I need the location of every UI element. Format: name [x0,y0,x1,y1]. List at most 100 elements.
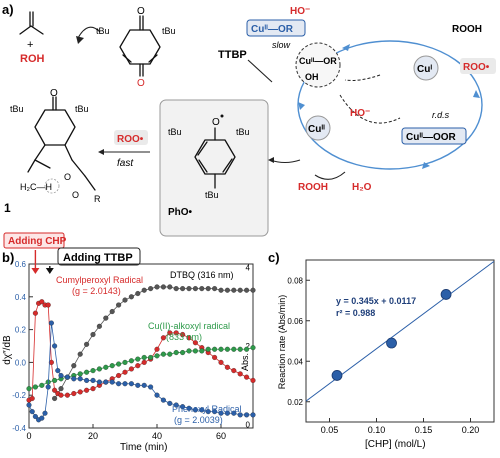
b-point-1-19 [116,372,122,379]
b-point-2-12 [103,364,109,370]
c-xtick-label-2: 0.15 [415,425,433,435]
b-point-0-19 [173,286,179,292]
b-point-2-18 [141,354,147,361]
transition-ring [44,178,60,194]
b-point-0-12 [128,294,134,300]
b-point-2-23 [173,350,179,356]
compound-1-o: O [50,88,58,99]
c-ytick-label-0: 0.02 [287,398,303,407]
b-point-0-26 [218,287,224,293]
b-point-2-33 [237,346,243,352]
b-point-2-21 [160,351,166,357]
b-point-2-0 [26,386,32,392]
b-point-0-31 [250,287,256,293]
adding-chp-box [3,232,65,249]
rooh-h2o-arrow [314,171,346,180]
b-point-1-38 [237,371,243,377]
b-point-1-27 [167,330,173,336]
phenoxyl-radical-dot [220,114,224,118]
b-point-1-10 [58,392,64,398]
cu-or-label: Cuᴵᴵ—OR [251,24,294,35]
b-point-3-30 [186,405,192,411]
panel-c: c) 0.05 0.10 0.15 0.20 0.02 0.04 0.06 0.08 y = … [268,250,495,450]
c-xtick-label-0: 0.05 [321,425,339,435]
b-ytick-label-3: 0.2 [15,326,27,335]
b-point-0-27 [224,287,230,293]
catalytic-cycle [297,40,483,170]
b-point-3-32 [199,407,205,413]
b-point-0-23 [199,286,205,292]
b-point-3-40 [250,412,256,418]
compound-1-structure [27,96,96,191]
b-point-1-30 [186,335,192,341]
b-point-1-8 [52,387,58,393]
annot-dtbq: DTBQ (316 nm) [170,270,234,280]
b-point-3-13 [77,376,83,382]
b-point-2-20 [154,353,160,359]
b-point-3-6 [45,384,51,390]
slow-label: slow [272,40,291,50]
annot-phenoxy-g: (g = 2.0039) [174,415,223,425]
b-point-2-31 [224,346,230,352]
b-point-0-3 [71,363,77,369]
b-point-3-19 [116,381,122,387]
b-point-0-18 [167,284,173,290]
cu1-label: Cuᴵ [417,64,432,75]
b-point-2-35 [250,345,256,351]
tbu-p-bottom: tBu [205,190,219,200]
cu-oor-box [401,127,467,145]
b-point-2-10 [90,368,96,374]
b-point-2-28 [205,346,211,352]
panel-c-plot [305,260,495,402]
b-point-1-29 [180,331,186,338]
panel-b: b) Adding CHP Adding TTBP 0 20 40 60-0.4-0.… [2,232,256,453]
b-point-2-30 [218,346,224,352]
b-point-3-34 [212,409,218,415]
panel-b-ylabel-left: dχ″/dB [2,335,13,365]
ho-top-label: HO⁻ [290,6,310,17]
b-point-0-4 [77,351,83,357]
b-point-1-31 [192,340,198,346]
c-fit-line [305,260,495,402]
oh-label: OH [305,72,319,82]
tbu-q-left: tBu [96,26,110,36]
b-xtick-label-2: 40 [152,431,162,441]
b-point-1-37 [231,368,237,374]
adding-chp-label: Adding CHP [8,236,67,247]
b-ytick-label-4: 0.4 [15,293,27,302]
b-point-0-9 [109,309,115,315]
c-ytick-label-1: 0.04 [287,357,303,366]
b-point-2-34 [244,346,250,352]
b-point-0-16 [154,284,160,290]
b-point-0-14 [141,287,147,293]
fast-label: fast [117,158,134,169]
b-ytick-label-5: 0.6 [15,260,27,269]
annot-cumyl: Cumylperoxyl Radical [56,275,143,285]
b-point-0-15 [148,286,154,292]
b-point-1-36 [224,364,230,370]
b-point-1-22 [135,363,141,369]
b-point-1-12 [71,391,77,397]
h2o-label: H₂O [352,182,372,193]
b-point-2-29 [212,346,218,352]
cu2-label: Cuᴵᴵ [308,124,325,135]
annot-alkoxyl-nm: (833 nm) [166,332,202,342]
b-point-1-2 [32,310,38,316]
b-point-2-24 [180,350,186,356]
c-xtick-label-1: 0.10 [368,425,386,435]
b-point-1-20 [122,369,128,375]
cu-center-label: Cuᴵᴵ—OR [299,56,337,66]
b-point-0-21 [186,286,192,292]
panel-b-xlabel: Time (min) [120,442,167,453]
b-point-0-1 [58,386,64,392]
b-point-0-22 [192,286,198,292]
b-point-2-19 [148,354,154,361]
b-point-1-15 [90,386,96,392]
b-point-0-17 [160,284,166,290]
b-point-1-40 [250,377,256,383]
adding-ttbp-box [57,247,141,266]
b-point-3-7 [48,320,54,326]
quinone-o-bottom: O [137,78,145,89]
b-y2tick-label-0: 0 [246,421,251,430]
b-point-2-27 [199,348,205,354]
